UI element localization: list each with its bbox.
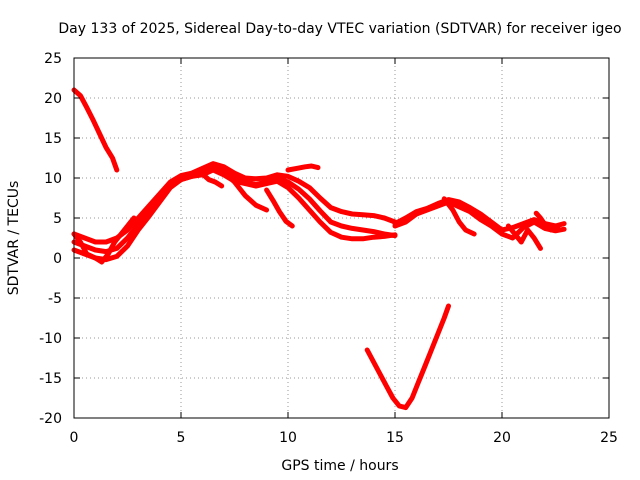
series-line-main-b (71, 163, 398, 255)
series-line-negative-dip (364, 303, 451, 411)
y-tick-label: -10 (39, 331, 62, 347)
x-tick-label: 10 (279, 430, 297, 446)
x-tick-label: 25 (600, 430, 618, 446)
y-tick-label: -20 (39, 411, 62, 427)
series-line-early-wiggle (71, 215, 137, 265)
series-line-branch-7to9 (221, 169, 270, 213)
x-tick-label: 0 (70, 430, 79, 446)
chart-title: Day 133 of 2025, Sidereal Day-to-day VTE… (58, 21, 621, 37)
y-axis-label: SDTVAR / TECUs (6, 181, 22, 296)
series-line-branch-6to7 (199, 171, 225, 189)
x-tick-label: 15 (386, 430, 404, 446)
x-tick-label: 20 (493, 430, 511, 446)
series-line-late-branch-2 (505, 223, 543, 251)
y-tick-label: 25 (44, 51, 62, 67)
y-tick-label: 15 (44, 131, 62, 147)
series-line-branch-9to10 (264, 187, 295, 229)
y-tick-label: 10 (44, 171, 62, 187)
series-line-late-b (392, 199, 567, 241)
ticks: 0 5 10 15 20 25 -20 -15 -10 -5 0 5 10 15 20 25 (39, 51, 618, 446)
series-line-late-branch-1 (441, 196, 477, 237)
series-layer (71, 87, 567, 411)
y-tick-label: 5 (53, 211, 62, 227)
y-tick-label: -15 (39, 371, 62, 387)
y-tick-label: 0 (53, 251, 62, 267)
x-tick-label: 5 (177, 430, 186, 446)
series-line-branch-10to11 (285, 163, 321, 173)
y-tick-label: 20 (44, 91, 62, 107)
y-tick-label: -5 (48, 291, 62, 307)
series-line-late-branch-3 (533, 210, 561, 233)
x-axis-label: GPS time / hours (281, 458, 398, 474)
series-line-early-descent (71, 87, 120, 173)
plot-frame (73, 57, 610, 419)
